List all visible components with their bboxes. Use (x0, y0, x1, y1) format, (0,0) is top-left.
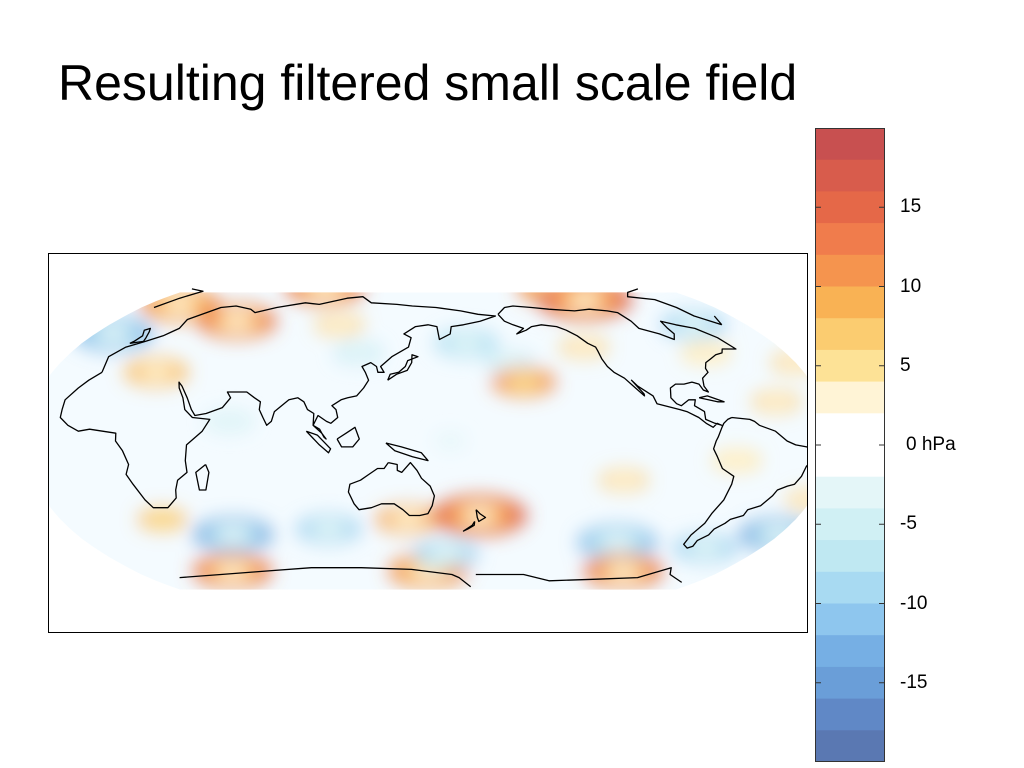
colorbar-band (815, 223, 885, 256)
anomaly-patch (313, 520, 345, 538)
anomaly-patch (763, 526, 795, 544)
coastline-south-america (683, 416, 807, 549)
anomaly-patch (601, 534, 634, 551)
coastline-cuba (698, 395, 725, 403)
coastline-new-guinea (385, 442, 429, 462)
colorbar-band (815, 318, 885, 351)
anomaly-patch (342, 344, 375, 362)
anomaly-patch (690, 344, 722, 362)
coastline-new-zealand-south (462, 521, 476, 532)
colorbar-band (815, 476, 885, 509)
anomaly-patch (163, 296, 196, 313)
coastlines (59, 288, 807, 588)
anomaly-patch (309, 292, 341, 297)
anomaly-patch (216, 562, 249, 580)
anomaly-patch (677, 316, 710, 334)
anomaly-patch (146, 511, 179, 528)
anomaly-patch (689, 539, 722, 557)
anomaly-patch (568, 338, 600, 356)
anomaly-patch (140, 363, 173, 381)
coastline-new-zealand-north (475, 509, 487, 523)
colorbar-band (815, 286, 885, 319)
colorbar-tick-label: 5 (900, 354, 911, 376)
map-frame (48, 253, 808, 633)
colorbar-band (815, 508, 885, 541)
colorbar-band (815, 349, 885, 383)
anomaly-patch (323, 316, 356, 334)
anomaly-patch (721, 452, 753, 469)
colorbar-band (815, 191, 885, 224)
anomaly-patch (463, 507, 496, 524)
anomaly-patch (494, 354, 526, 371)
anomaly-patch (97, 325, 130, 343)
colorbar-band (815, 159, 885, 192)
colorbar-band (815, 540, 885, 573)
pressure-anomaly-field (49, 292, 807, 590)
anomaly-patch (434, 432, 466, 450)
anomaly-patch (760, 393, 792, 411)
anomaly-patch (450, 334, 483, 352)
colorbar-band (815, 603, 885, 636)
colorbar-tick-label: -10 (900, 592, 928, 614)
coastline-sumatra (305, 430, 332, 454)
coastline-eurasia-africa (59, 296, 497, 509)
colorbar-band (815, 571, 885, 604)
colorbar-tick-label: 10 (900, 275, 922, 297)
anomaly-patch (430, 545, 462, 562)
colorbar-band (815, 666, 885, 700)
anomaly-patch (608, 471, 640, 489)
anomaly-patch (795, 491, 807, 509)
world-map (49, 288, 807, 590)
colorbar-band (815, 698, 885, 731)
colorbar-tick-label: -5 (900, 513, 917, 535)
anomaly-patch (569, 292, 601, 308)
anomaly-patch (607, 562, 640, 580)
coastline-japan (387, 354, 419, 381)
colorbar-tick-label: -15 (900, 671, 928, 693)
colorbar-tick-label: 15 (900, 196, 922, 218)
colorbar-band (815, 730, 885, 762)
coastline-borneo (336, 426, 360, 448)
anomaly-patch (213, 413, 246, 430)
colorbar-band (815, 381, 885, 414)
colorbar-band (815, 254, 885, 287)
colorbar-band (815, 128, 885, 161)
coastline-greenland (153, 288, 723, 326)
anomaly-patch (301, 292, 349, 300)
colorbar-band (815, 413, 885, 478)
anomaly-patch (787, 488, 807, 512)
coastline-madagascar (195, 463, 210, 491)
coastline-antarctica (179, 567, 683, 588)
anomaly-patch (217, 526, 249, 544)
anomaly-patch (508, 373, 540, 391)
colorbar (815, 128, 885, 762)
coastline-north-america (497, 305, 737, 428)
coastline-uk (129, 327, 152, 344)
anomaly-patch (221, 312, 253, 330)
ocean-background (49, 292, 807, 590)
colorbar-band (815, 635, 885, 668)
colorbar-tick-label: 0 hPa (906, 434, 956, 455)
slide-title: Resulting filtered small scale field (58, 55, 798, 111)
coastline-australia (347, 461, 436, 517)
